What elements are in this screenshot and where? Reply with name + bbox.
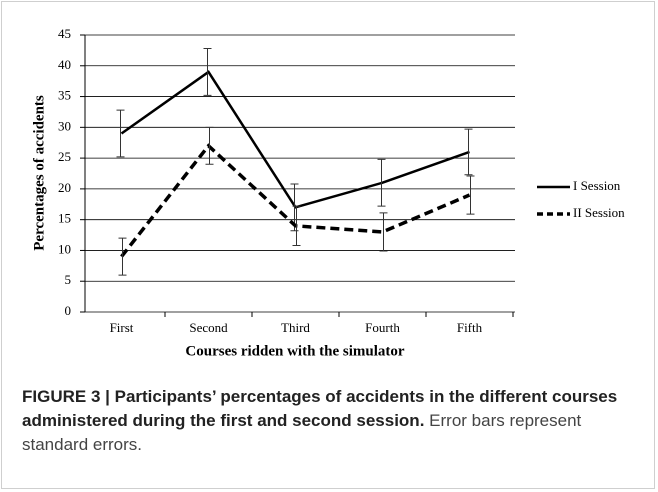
caption-bold: FIGURE 3 | Participants’ percentages of … bbox=[22, 387, 618, 430]
x-tick-label: Fifth bbox=[457, 320, 483, 335]
x-tick-label: Fourth bbox=[365, 320, 400, 335]
caption-text: Error bars represent standard errors. bbox=[22, 411, 582, 454]
error-bar bbox=[118, 237, 127, 276]
y-tick-label: 45 bbox=[58, 26, 71, 41]
error-bar bbox=[464, 128, 473, 176]
error-bar bbox=[377, 158, 386, 207]
y-tick-label: 15 bbox=[58, 211, 71, 226]
error-bar bbox=[116, 109, 125, 158]
chart: Percentages of accidents Courses ridden … bbox=[31, 26, 625, 359]
y-tick-label: 10 bbox=[58, 241, 71, 256]
error-bar bbox=[379, 212, 388, 252]
caption: FIGURE 3 | Participants’ percentages of … bbox=[22, 385, 642, 457]
error-bar bbox=[466, 175, 475, 215]
x-tick-label: Third bbox=[281, 320, 310, 335]
y-tick-label: 25 bbox=[58, 149, 71, 164]
error-bar bbox=[205, 126, 214, 165]
y-tick-label: 0 bbox=[65, 303, 72, 318]
y-tick-label: 20 bbox=[58, 180, 71, 195]
y-tick-label: 5 bbox=[65, 272, 72, 287]
x-axis-label: Courses ridden with the simulator bbox=[185, 343, 405, 359]
y-tick-label: 30 bbox=[58, 118, 71, 133]
series-line bbox=[120, 70, 470, 209]
error-bar bbox=[292, 205, 301, 247]
y-tick-label: 35 bbox=[58, 88, 71, 103]
legend-label: II Session bbox=[573, 205, 625, 220]
x-tick-label: First bbox=[110, 320, 134, 335]
y-tick-label: 40 bbox=[58, 57, 71, 72]
y-axis-label: Percentages of accidents bbox=[31, 95, 47, 251]
error-bar bbox=[203, 48, 212, 96]
series-line bbox=[120, 143, 471, 258]
legend-label: I Session bbox=[573, 178, 621, 193]
x-tick-label: Second bbox=[189, 320, 228, 335]
